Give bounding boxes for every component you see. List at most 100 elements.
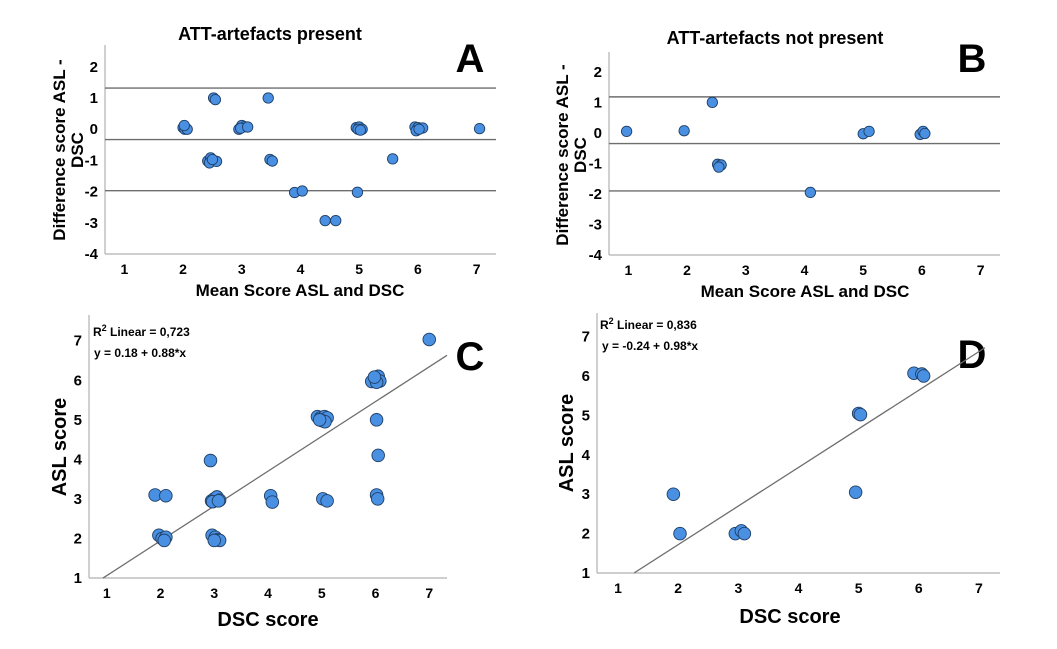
panel-c-data-point [203, 453, 218, 468]
panel-b-x-axis-label: Mean Score ASL and DSC [701, 282, 910, 301]
panel-a-data-point [242, 121, 254, 133]
panel-a-x-tick-label: 6 [414, 261, 422, 277]
panel-b-x-tick-label: 2 [683, 262, 691, 278]
panel-c-x-tick-label: 6 [372, 585, 380, 601]
panel-a-data-point [330, 214, 342, 227]
panel-a-data-point [354, 124, 367, 136]
panel-a-data-point [266, 155, 278, 167]
panel-c-y-tick-label: 7 [74, 333, 82, 350]
panel-c-r2-symbol: R [93, 325, 102, 339]
panel-b-y-axis-label-line1: Difference score ASL - [553, 64, 572, 245]
panel-c-data-point [211, 494, 226, 508]
panel-a-x-tick-label: 4 [297, 261, 305, 277]
panel-b-bland-altman: ATT-artefacts not present B Mean Score A… [553, 28, 1000, 301]
panel-c-data-point [265, 495, 280, 509]
panel-a-label: A [456, 37, 485, 81]
panel-d-regression-line [633, 347, 986, 574]
panel-d-y-axis-label: ASL score [556, 394, 578, 493]
panel-c-y-tick-label: 6 [74, 372, 82, 389]
panel-a-data-point [351, 186, 364, 198]
panel-b-x-tick-label: 4 [801, 262, 809, 278]
panel-d-y-tick-label: 6 [582, 368, 590, 385]
panel-b-y-tick-label: 0 [594, 125, 602, 142]
panel-d-label: D [958, 333, 987, 377]
panel-c-data-point [422, 332, 437, 347]
panel-c-data-point [159, 488, 173, 503]
panel-a-x-tick-label: 7 [473, 261, 481, 277]
panel-d-plot-area: 1 2 3 4 5 6 7 7 6 5 4 3 2 1 [582, 313, 1000, 596]
panel-c-x-tick-label: 3 [210, 585, 218, 601]
panel-a-plot-area: 1 2 3 4 5 6 7 2 1 0 -1 -2 -3 -4 [85, 45, 496, 277]
panel-c-data-point [207, 533, 221, 548]
panel-b-data-point [620, 125, 633, 138]
panel-c-data-point [370, 492, 385, 506]
panel-b-x-tick-label: 5 [859, 262, 867, 278]
panel-c-y-tick-label: 5 [74, 412, 82, 429]
panel-d-data-point [916, 369, 931, 383]
panel-a-data-point [262, 92, 274, 104]
panel-c-x-tick-label: 7 [425, 585, 433, 601]
panel-d-y-tick-label: 2 [582, 526, 590, 543]
panel-b-y-tick-label: -1 [589, 155, 602, 172]
panel-a-y-tick-label: 0 [90, 121, 98, 138]
panel-b-y-tick-label: -2 [589, 186, 602, 203]
panel-d-x-tick-label: 4 [795, 580, 803, 596]
panel-b-data-point [863, 125, 875, 138]
panel-b-x-tick-label: 7 [977, 262, 985, 278]
panel-b-data-point [919, 127, 931, 140]
panel-a-data-point [209, 93, 222, 106]
panel-b-data-point [713, 161, 725, 173]
panel-d-equation: y = -0.24 + 0.98*x [602, 339, 698, 353]
panel-c-y-tick-label: 4 [74, 451, 83, 468]
panel-c-label: C [456, 335, 485, 379]
panel-a-data-point [413, 123, 425, 135]
panel-a-y-tick-label: -1 [85, 152, 98, 169]
panel-d-x-tick-label: 6 [915, 580, 923, 596]
panel-d-y-tick-label: 1 [582, 565, 590, 582]
panel-a-x-tick-label: 1 [120, 261, 128, 277]
panel-d-r2-annotation: R2 Linear = 0,836 [600, 316, 697, 332]
panel-d-r2-superscript: 2 [609, 316, 614, 326]
panel-d-data-point [673, 526, 687, 541]
panel-a-y-axis-label-line1: Difference score ASL - [50, 59, 69, 240]
panel-a-x-tick-label: 2 [179, 261, 187, 277]
panel-c-equation: y = 0.18 + 0.88*x [94, 346, 186, 360]
panel-c-x-tick-label: 2 [157, 585, 165, 601]
panel-b-data-point [706, 96, 718, 109]
panel-b-label: B [958, 37, 987, 81]
panel-a-x-tick-label: 5 [355, 261, 363, 277]
panel-a-y-tick-label: -3 [85, 215, 98, 232]
panel-a-data-point [319, 214, 331, 227]
panel-d-y-tick-label: 4 [582, 447, 591, 464]
panel-c-regression-line [102, 354, 448, 579]
panel-b-plot-area: 1 2 3 4 5 6 7 2 1 0 -1 -2 -3 -4 [589, 52, 1000, 278]
panel-d-data-point [848, 485, 863, 499]
panel-a-y-tick-label: -4 [85, 246, 99, 263]
panel-c-data-point [371, 448, 385, 463]
panel-d-data-point [737, 526, 752, 541]
panel-c-data-point [312, 413, 327, 427]
panel-b-y-tick-label: -4 [589, 247, 603, 264]
panel-b-y-tick-label: 1 [594, 94, 602, 111]
panel-c-x-tick-label: 1 [103, 585, 111, 601]
panel-c-r2-superscript: 2 [102, 323, 107, 333]
panel-a-bland-altman: ATT-artefacts present A Mean Score ASL a… [50, 24, 496, 300]
panel-d-x-tick-label: 1 [614, 580, 622, 596]
panel-b-x-tick-label: 1 [624, 262, 632, 278]
panel-b-y-axis-label-line2: DSC [571, 137, 590, 173]
panel-d-r2-symbol: R [600, 318, 609, 332]
panel-d-data-point [666, 487, 681, 501]
panel-a-data-point [206, 153, 219, 166]
panel-a-x-tick-label: 3 [238, 261, 246, 277]
panel-c-data-point [367, 370, 382, 384]
panel-d-x-axis-label: DSC score [739, 606, 840, 628]
panel-c-y-tick-label: 2 [74, 530, 82, 547]
panel-a-y-axis-label-line2: DSC [68, 132, 87, 168]
panel-c-x-tick-label: 5 [318, 585, 326, 601]
panel-c-x-tick-label: 4 [264, 585, 272, 601]
panel-d-x-tick-label: 2 [674, 580, 682, 596]
panel-b-y-tick-label: -3 [589, 216, 602, 233]
panel-b-data-point [804, 186, 817, 199]
panel-a-y-tick-label: -2 [85, 184, 98, 201]
panel-c-r2-annotation: R2 Linear = 0,723 [93, 323, 190, 339]
